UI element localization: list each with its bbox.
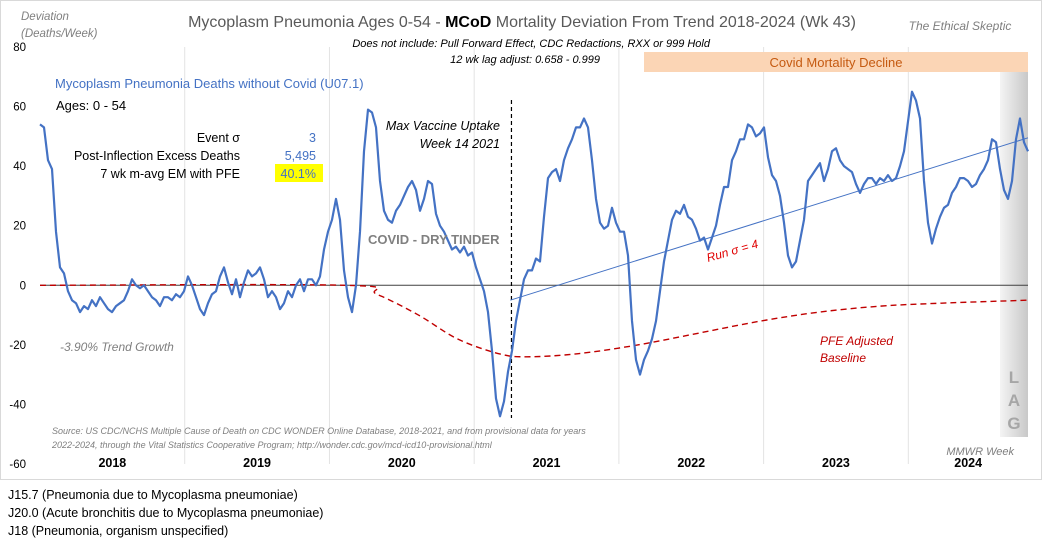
y-tick-label: 20 — [13, 221, 26, 233]
x-tick-label: 2019 — [243, 456, 271, 470]
lag-letter: A — [1008, 391, 1020, 410]
excess-deaths-label: Post-Inflection Excess Deaths — [74, 149, 240, 163]
x-tick-label: 2018 — [98, 456, 126, 470]
source-line-1: Source: US CDC/NCHS Multiple Cause of De… — [52, 426, 586, 436]
legend-series: Mycoplasm Pneumonia Deaths without Covid… — [55, 76, 364, 91]
covid-decline-band — [644, 52, 1028, 72]
em-value: 40.1% — [281, 167, 316, 181]
x-tick-label: 2024 — [954, 456, 982, 470]
subtitle-2: 12 wk lag adjust: 0.658 - 0.999 — [450, 54, 600, 66]
pfe-label-1: PFE Adjusted — [820, 334, 893, 348]
chart-frame — [0, 0, 1042, 480]
vaccine-label-1: Max Vaccine Uptake — [386, 119, 500, 133]
event-sigma-value: 3 — [309, 131, 316, 145]
deaths-series-line — [39, 90, 1030, 418]
lag-letter: L — [1009, 368, 1019, 387]
icd-code-notes: J15.7 (Pneumonia due to Mycoplasma pneum… — [8, 486, 323, 540]
event-sigma-label: Event σ — [197, 131, 240, 145]
trend-growth-label: -3.90% Trend Growth — [60, 340, 174, 354]
x-tick-label: 2020 — [388, 456, 416, 470]
y-axis-ticks: 80 60 40 20 0 -20 -40 -60 — [9, 42, 26, 471]
subtitle-1: Does not include: Pull Forward Effect, C… — [352, 38, 711, 50]
x-tick-label: 2023 — [822, 456, 850, 470]
em-label: 7 wk m-avg EM with PFE — [100, 167, 240, 181]
y-tick-label: 0 — [20, 280, 26, 292]
vaccine-label-2: Week 14 2021 — [420, 137, 500, 151]
y-axis-title-2: (Deaths/Week) — [21, 28, 98, 40]
y-tick-label: -60 — [9, 459, 26, 471]
chart-title: Mycoplasm Pneumonia Ages 0-54 - MCoD Mor… — [188, 14, 856, 31]
lag-letter: G — [1007, 414, 1020, 433]
icd-note: J15.7 (Pneumonia due to Mycoplasma pneum… — [8, 488, 298, 502]
lag-label: LAG — [1007, 368, 1020, 433]
dry-tinder-label: COVID - DRY TINDER — [368, 232, 500, 247]
pfe-baseline-line — [39, 283, 1029, 358]
x-tick-label: 2022 — [677, 456, 705, 470]
brand-logo: The Ethical Skeptic — [909, 19, 1012, 33]
y-axis-title-1: Deviation — [21, 11, 69, 23]
icd-note: J18 (Pneumonia, organism unspecified) — [8, 524, 229, 538]
excess-deaths-value: 5,495 — [285, 149, 316, 163]
pfe-label-2: Baseline — [820, 351, 866, 365]
source-line-2: 2022-2024, through the Vital Statistics … — [51, 440, 493, 450]
y-tick-label: 40 — [13, 161, 26, 173]
x-axis-year-labels: 2018 2019 2020 2021 2022 2023 2024 — [98, 456, 982, 470]
em-value-highlight — [275, 164, 323, 182]
x-tick-label: 2021 — [533, 456, 561, 470]
y-tick-label: -40 — [9, 399, 26, 411]
y-tick-label: 60 — [13, 102, 26, 114]
x-axis-title: MMWR Week — [946, 446, 1014, 458]
icd-note: J20.0 (Acute bronchitis due to Mycoplasm… — [8, 506, 324, 520]
y-tick-label: 80 — [13, 42, 26, 54]
covid-decline-label: Covid Mortality Decline — [770, 55, 903, 70]
ages-label: Ages: 0 - 54 — [56, 98, 126, 113]
y-tick-label: -20 — [9, 340, 26, 352]
run-trend-line — [510, 137, 1029, 301]
